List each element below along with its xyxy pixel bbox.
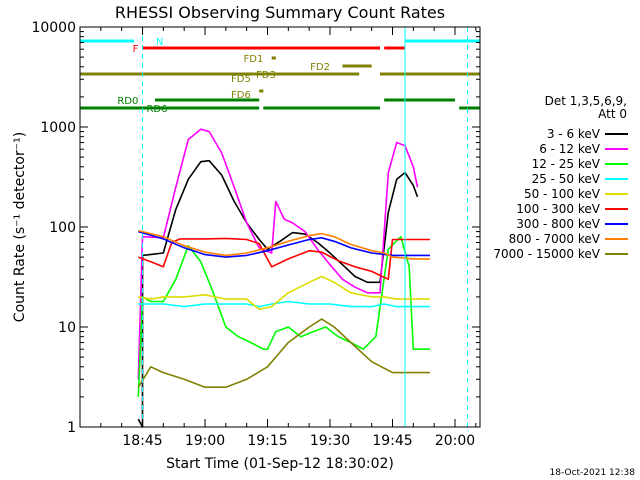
x-tick-label: 19:15: [247, 433, 287, 449]
x-axis-label: Start Time (01-Sep-12 18:30:02): [166, 456, 394, 472]
y-tick-label: 1000: [40, 120, 76, 136]
chart-title: RHESSI Observing Summary Count Rates: [115, 3, 445, 22]
x-tick-label: 19:30: [310, 433, 350, 449]
series-line-7: [138, 229, 430, 260]
legend-label: 3 - 6 keV: [547, 127, 601, 141]
series-line-2: [137, 235, 430, 397]
flag-label-fd6: FD6: [231, 90, 251, 101]
legend-label: 25 - 50 keV: [532, 172, 601, 186]
flag-label-rd0: RD0: [117, 96, 138, 107]
y-tick-label: 1: [67, 420, 76, 436]
flag-label-fd5: FD5: [231, 74, 251, 85]
x-tick-label: 19:00: [185, 433, 225, 449]
timestamp: 18-Oct-2021 12:38: [550, 468, 636, 478]
series-line-3: [138, 300, 430, 308]
series-line-1: [137, 128, 419, 380]
legend-label: 7000 - 15000 keV: [493, 247, 600, 261]
legend-label: 50 - 100 keV: [524, 187, 601, 201]
legend-label: 800 - 7000 keV: [509, 232, 601, 246]
series-line-0: [137, 159, 419, 428]
y-tick-label: 10: [58, 320, 76, 336]
flag-label-fd2: FD2: [310, 62, 330, 73]
x-tick-label: 20:00: [435, 433, 475, 449]
flag-bars: N F FD1 FD2 FD3 FD5 FD6 RD0 RD6: [80, 37, 480, 115]
x-axis: 18:45 19:00 19:15 19:30 19:45 20:00: [79, 27, 477, 449]
legend-header-attenuator: Att 0: [598, 107, 627, 121]
flag-label-fd1: FD1: [244, 54, 264, 65]
x-tick-label: 19:45: [372, 433, 412, 449]
flag-label-n: N: [156, 37, 163, 48]
series-line-4: [138, 275, 430, 311]
y-axis-label: Count Rate (s⁻¹ detector⁻¹): [12, 132, 28, 322]
legend-label: 6 - 12 keV: [539, 142, 601, 156]
y-tick-label: 100: [49, 220, 76, 236]
legend-header: Det 1,3,5,6,9,: [545, 94, 627, 108]
y-tick-label: 10000: [31, 20, 76, 36]
y-axis: 1 10 100 1000 10000: [31, 20, 480, 436]
flag-label-f: F: [133, 44, 139, 55]
legend-label: 100 - 300 keV: [516, 202, 600, 216]
data-series: [137, 128, 430, 428]
flag-label-fd3: FD3: [256, 70, 276, 81]
legend-label: 300 - 800 keV: [516, 217, 600, 231]
legend-label: 12 - 25 keV: [532, 157, 601, 171]
flag-label-rd6: RD6: [146, 104, 167, 115]
series-line-8: [137, 318, 430, 389]
series-line-6: [138, 230, 430, 258]
x-tick-label: 18:45: [122, 433, 162, 449]
